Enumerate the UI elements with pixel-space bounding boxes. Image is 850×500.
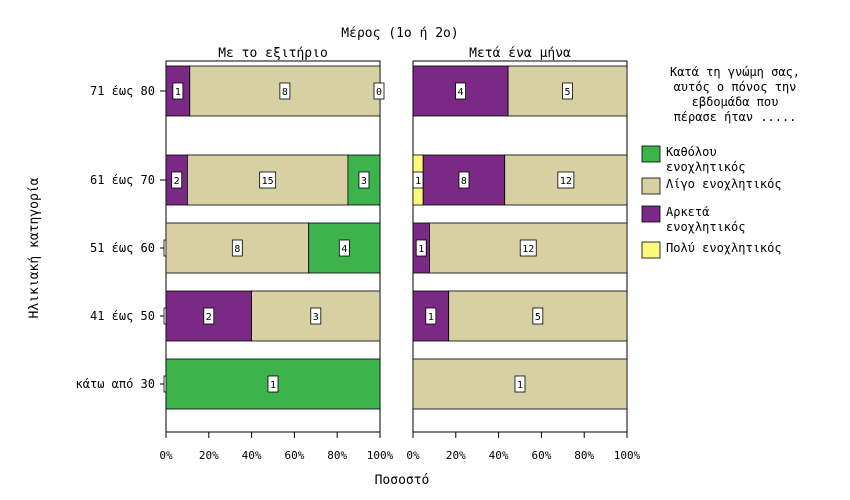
legend-swatch xyxy=(641,145,661,163)
data-label: 8 xyxy=(234,244,240,255)
bar-segment xyxy=(429,222,628,274)
legend-label: ενοχλητικός xyxy=(666,220,745,234)
panel-title: Με το εξιτήριο xyxy=(218,46,328,61)
legend-label: Αρκετά xyxy=(666,205,709,219)
data-label-box xyxy=(455,82,466,100)
panel-title: Μετά ένα μήνα xyxy=(469,46,571,61)
data-label: 5 xyxy=(565,87,571,98)
data-label-box xyxy=(519,239,537,257)
data-label-box xyxy=(172,82,184,100)
data-label: 1 xyxy=(415,176,421,187)
y-tick-label: 71 έως 80 xyxy=(90,84,155,98)
data-label-box xyxy=(203,307,215,325)
data-label: 4 xyxy=(341,244,347,255)
data-label: 8 xyxy=(461,176,467,187)
legend-label: Καθόλου xyxy=(666,145,717,159)
legend-title-line: αυτός ο πόνος την xyxy=(674,80,797,94)
y-axis-label: Ηλικιακή κατηγορία xyxy=(27,177,42,318)
data-label-box xyxy=(267,375,279,393)
legend-swatch xyxy=(641,205,661,223)
data-label-box xyxy=(171,171,183,189)
x-tick-label: 40% xyxy=(242,449,262,462)
x-tick-label: 20% xyxy=(446,449,466,462)
data-label: 3 xyxy=(361,176,367,187)
panel-1: Με το εξιτήριο 0% 20% 40% 60% 80% 100% 71 έως 8… xyxy=(76,46,394,462)
data-label-box xyxy=(458,171,470,189)
data-label: 8 xyxy=(282,87,288,98)
data-label-box xyxy=(415,239,427,257)
x-tick-label: 60% xyxy=(284,449,304,462)
data-label-box xyxy=(373,82,385,100)
data-label: 1 xyxy=(517,380,523,391)
data-label-box xyxy=(338,239,350,257)
data-label-box xyxy=(231,239,243,257)
bar-segment xyxy=(165,358,381,410)
x-tick-label: 100% xyxy=(614,449,641,462)
data-label-box xyxy=(514,375,526,393)
data-label-box xyxy=(557,171,575,189)
data-label: 12 xyxy=(522,244,534,255)
x-tick-label: 0% xyxy=(159,449,173,462)
x-tick-label: 60% xyxy=(531,449,551,462)
data-label-box xyxy=(532,307,544,325)
legend-title-line: πέρασε ήταν ..... xyxy=(674,110,797,124)
x-tick-label: 80% xyxy=(574,449,594,462)
legend-label: Λίγο ενοχλητικός xyxy=(666,177,782,191)
data-label: 4 xyxy=(458,87,464,98)
x-tick-label: 20% xyxy=(199,449,219,462)
data-label-box xyxy=(310,307,322,325)
data-label: 1 xyxy=(428,312,434,323)
data-label: 15 xyxy=(262,176,274,187)
legend-label: Πολύ ενοχλητικός xyxy=(666,241,782,255)
x-axis-label: Ποσοστό xyxy=(375,473,430,488)
data-label: 2 xyxy=(206,312,212,323)
data-label-box xyxy=(259,171,277,189)
y-tick-label: 61 έως 70 xyxy=(90,173,155,187)
data-label: 1 xyxy=(270,380,276,391)
data-label: 3 xyxy=(313,312,319,323)
y-tick-label: κάτω από 30 xyxy=(76,377,155,391)
y-tick-label: 51 έως 60 xyxy=(90,241,155,255)
x-tick-label: 0% xyxy=(406,449,420,462)
x-tick-label: 80% xyxy=(327,449,347,462)
data-label: 1 xyxy=(418,244,424,255)
x-tick-label: 100% xyxy=(367,449,394,462)
data-label-box xyxy=(279,82,291,100)
data-label: 0 xyxy=(376,87,382,98)
legend-swatch xyxy=(641,177,661,195)
x-tick-label: 40% xyxy=(489,449,509,462)
data-label: 1 xyxy=(175,87,181,98)
data-label-box xyxy=(358,171,370,189)
y-tick-label: 41 έως 50 xyxy=(90,309,155,323)
data-label: 12 xyxy=(560,176,572,187)
chart-title: Μέρος (1ο ή 2ο) xyxy=(341,26,458,41)
legend-title-line: εβδομάδα που xyxy=(692,95,779,109)
legend-label: ενοχλητικός xyxy=(666,160,745,174)
legend-swatch xyxy=(641,241,661,259)
data-label-box xyxy=(562,82,573,100)
data-label-box xyxy=(425,307,437,325)
panel-2: Μετά ένα μήνα 0% 20% 40% 60% 80% 100% 4 5 1 8 12 1 12… xyxy=(406,46,640,462)
legend-title-line: Κατά τη γνώμη σας, xyxy=(670,65,800,79)
legend: Κατά τη γνώμη σας,αυτός ο πόνος τηνεβδομ… xyxy=(641,65,800,259)
data-label: 5 xyxy=(535,312,541,323)
data-label: 2 xyxy=(174,176,180,187)
